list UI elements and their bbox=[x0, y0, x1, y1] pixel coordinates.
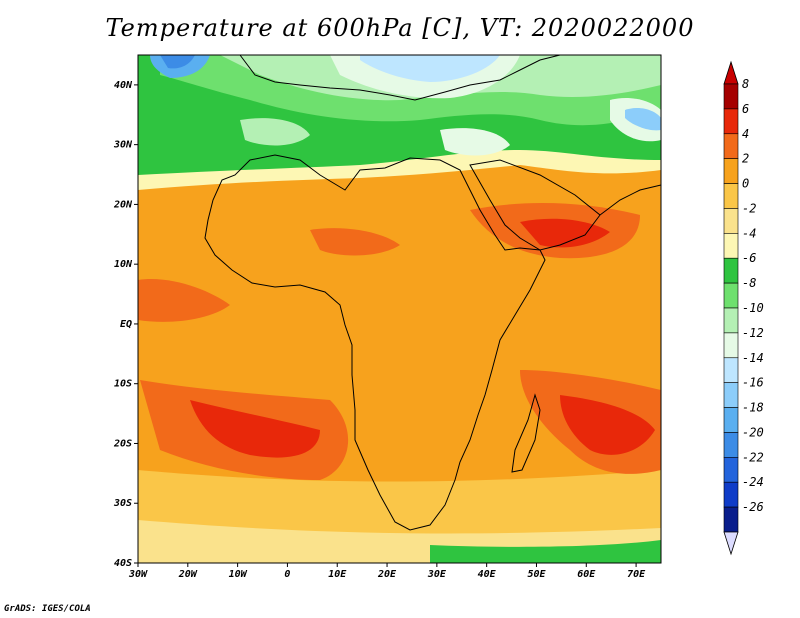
colorbar-swatch bbox=[723, 332, 739, 359]
lon-tick-label: 20E bbox=[377, 569, 397, 580]
colorbar-swatch bbox=[723, 307, 739, 334]
map-frame bbox=[137, 54, 662, 564]
colorbar-swatch bbox=[723, 382, 739, 408]
lon-tick-label: 40E bbox=[478, 569, 497, 580]
colorbar-label: 8 bbox=[742, 77, 749, 91]
colorbar-swatch bbox=[723, 208, 739, 234]
colorbar-label: -12 bbox=[742, 326, 764, 340]
lon-tick-label: 10W bbox=[229, 569, 248, 580]
colorbar-label: 4 bbox=[742, 127, 749, 141]
arabia-coastline bbox=[469, 159, 601, 251]
lat-tick-label: 10S bbox=[114, 379, 132, 390]
latitude-axis: 40N 30N 20N 10N EQ 10S 20S 30S 40S bbox=[113, 80, 138, 569]
colorbar-label: 0 bbox=[742, 177, 749, 191]
lon-tick-label: 10E bbox=[328, 569, 347, 580]
europe-coastline bbox=[239, 54, 561, 101]
colorbar-label: -16 bbox=[742, 376, 764, 390]
colorbar-swatch bbox=[723, 282, 739, 309]
lon-tick-label: 50E bbox=[527, 569, 546, 580]
coastlines bbox=[204, 54, 662, 531]
lat-tick-label: EQ bbox=[120, 319, 132, 330]
colorbar-label: -2 bbox=[742, 201, 756, 215]
colorbar-top-arrow bbox=[723, 60, 739, 85]
temperature-field bbox=[138, 55, 661, 563]
colorbar-swatch bbox=[723, 133, 739, 159]
lon-tick-label: 20W bbox=[178, 569, 198, 580]
colorbar-swatch bbox=[723, 357, 739, 383]
colorbar-swatch bbox=[723, 457, 739, 483]
colorbar-label: -20 bbox=[742, 425, 764, 439]
lon-tick-label: 30E bbox=[427, 569, 447, 580]
colorbar-swatch bbox=[723, 432, 739, 458]
colorbar-label: -10 bbox=[742, 301, 764, 315]
credit-label: GrADS: IGES/COLA bbox=[4, 604, 91, 614]
colorbar-swatch bbox=[723, 183, 739, 209]
colorbar-swatch bbox=[723, 108, 739, 135]
colorbar-label: -14 bbox=[742, 351, 764, 365]
lon-tick-label: 0 bbox=[284, 569, 290, 580]
colorbar-label: -6 bbox=[742, 251, 756, 265]
lat-tick-label: 30N bbox=[113, 140, 133, 151]
colorbar-swatch bbox=[723, 506, 739, 533]
colorbar-swatch bbox=[723, 158, 739, 184]
colorbar-label: 6 bbox=[742, 102, 749, 116]
colorbar-swatch bbox=[723, 407, 739, 433]
colorbar-swatch bbox=[723, 481, 739, 508]
lat-tick-label: 20S bbox=[113, 438, 132, 449]
asia-coastline bbox=[599, 184, 662, 216]
lat-tick-label: 30S bbox=[113, 498, 132, 509]
colorbar-swatch bbox=[723, 233, 739, 259]
map-title: Temperature at 600hPa [C], VT: 202002200… bbox=[105, 14, 695, 42]
lon-tick-label: 60E bbox=[577, 569, 596, 580]
lat-tick-label: 10N bbox=[114, 259, 133, 270]
longitude-axis: 30W 20W 10W 0 10E 20E 30E 40E 50E 60E 70E bbox=[128, 563, 646, 580]
lon-tick-label: 30W bbox=[128, 569, 148, 580]
colorbar-label: -18 bbox=[742, 401, 764, 415]
colorbar-label: -8 bbox=[742, 276, 756, 290]
colorbar-label: -24 bbox=[742, 475, 764, 489]
madagascar-coastline bbox=[511, 393, 541, 473]
lat-tick-label: 40N bbox=[114, 80, 133, 91]
colorbar-label: -22 bbox=[742, 450, 764, 464]
colorbar-swatch bbox=[723, 257, 739, 284]
lon-tick-label: 70E bbox=[627, 569, 646, 580]
colorbar-label: 2 bbox=[742, 152, 749, 166]
africa-coastline bbox=[204, 154, 546, 531]
colorbar-swatch bbox=[723, 83, 739, 110]
colorbar-label: -26 bbox=[742, 500, 764, 514]
lat-tick-label: 20N bbox=[113, 199, 133, 210]
colorbar: 8 6 4 2 0 -2 -4 -6 -8 -10 -12 -14 -16 -18 -20 -22 -24 -26 bbox=[723, 60, 764, 556]
colorbar-label: -4 bbox=[742, 226, 756, 240]
lat-tick-label: 40S bbox=[114, 558, 132, 569]
colorbar-bottom-arrow bbox=[723, 531, 739, 556]
